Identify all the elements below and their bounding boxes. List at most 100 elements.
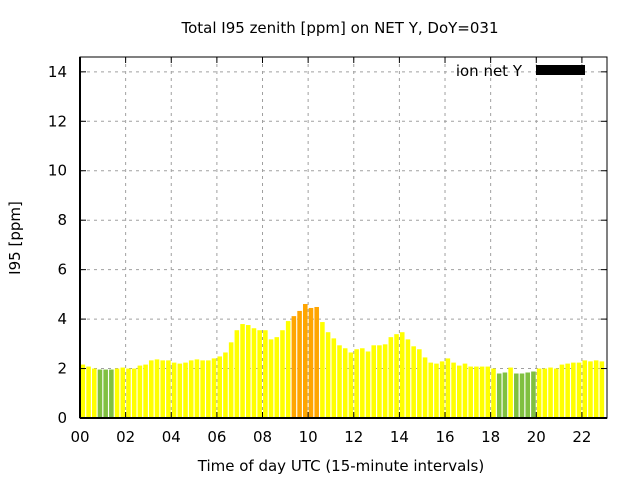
- bar: [183, 362, 188, 418]
- bar: [342, 348, 348, 418]
- bar: [211, 358, 217, 418]
- bar: [565, 363, 570, 418]
- bar: [171, 362, 177, 418]
- bar: [217, 356, 223, 418]
- x-tick-label: 12: [344, 428, 363, 446]
- bar: [553, 368, 559, 418]
- bar: [263, 330, 268, 418]
- bar: [348, 352, 354, 418]
- legend-label: ion net Y: [456, 62, 523, 80]
- bar: [314, 306, 319, 418]
- bar: [114, 368, 120, 418]
- bar: [97, 369, 103, 418]
- y-tick-label: 8: [57, 211, 67, 229]
- bar: [382, 344, 388, 418]
- bar: [291, 316, 297, 418]
- bar: [502, 372, 508, 418]
- bar: [571, 362, 576, 418]
- bar: [514, 373, 519, 418]
- bar: [360, 348, 365, 418]
- legend: ion net Y: [456, 62, 585, 80]
- bar: [297, 310, 302, 418]
- bar: [285, 321, 291, 418]
- bar: [257, 330, 262, 418]
- bar: [143, 364, 148, 418]
- x-tick-label: 18: [481, 428, 500, 446]
- bar: [388, 337, 394, 418]
- bar: [519, 373, 525, 418]
- chart-title: Total I95 zenith [ppm] on NET Y, DoY=031: [180, 19, 498, 37]
- bar: [137, 365, 143, 418]
- bar: [462, 363, 468, 418]
- x-tick-label: 04: [162, 428, 181, 446]
- bar: [599, 361, 605, 418]
- bar: [491, 368, 496, 418]
- bar: [268, 339, 274, 418]
- bar: [228, 342, 234, 418]
- y-axis-label: I95 [ppm]: [6, 201, 24, 275]
- x-tick-label: 14: [390, 428, 409, 446]
- bar: [371, 345, 377, 418]
- bar: [536, 368, 542, 418]
- bar: [496, 373, 502, 418]
- bar: [194, 359, 200, 418]
- bar: [588, 361, 593, 418]
- bar: [531, 371, 536, 418]
- bar: [149, 360, 154, 418]
- bar: [422, 357, 428, 418]
- bar: [405, 339, 411, 418]
- bar: [188, 360, 194, 418]
- bar: [325, 332, 331, 418]
- y-tick-label: 12: [48, 112, 67, 130]
- y-tick-label: 14: [48, 63, 67, 81]
- bar: [86, 366, 91, 418]
- bar: [411, 346, 416, 418]
- x-tick-label: 20: [527, 428, 546, 446]
- y-tick-label: 2: [57, 360, 67, 378]
- x-tick-label: 02: [116, 428, 135, 446]
- bar: [280, 330, 285, 418]
- legend-swatch: [536, 65, 585, 75]
- bar: [548, 367, 553, 418]
- bar: [508, 367, 513, 418]
- bar: [251, 328, 257, 418]
- bar: [245, 325, 251, 418]
- y-tick-label: 0: [57, 409, 67, 427]
- bars: [80, 304, 605, 418]
- bar: [365, 351, 371, 418]
- bar: [160, 360, 165, 418]
- bar: [451, 362, 456, 418]
- y-tick-label: 10: [48, 162, 67, 180]
- bar: [223, 352, 228, 418]
- x-tick-label: 08: [253, 428, 272, 446]
- x-tick-label: 22: [572, 428, 591, 446]
- bar: [439, 361, 445, 418]
- x-tick-label: 10: [299, 428, 318, 446]
- x-tick-label: 06: [207, 428, 226, 446]
- bar: [320, 322, 325, 418]
- bar: [582, 360, 588, 418]
- bar: [399, 332, 405, 418]
- x-tick-label: 16: [435, 428, 454, 446]
- bar: [206, 360, 211, 418]
- bar: [120, 367, 126, 418]
- x-tick-label: 00: [70, 428, 89, 446]
- bar: [274, 337, 280, 418]
- bar: [468, 366, 473, 418]
- bar: [303, 304, 308, 418]
- bar: [445, 358, 451, 418]
- bar: [485, 366, 491, 418]
- bar: [103, 369, 108, 418]
- bar: [308, 307, 314, 418]
- bar: [331, 338, 337, 418]
- bar: [166, 360, 171, 418]
- bar: [109, 369, 114, 418]
- bar: [456, 365, 462, 418]
- bar: [559, 364, 565, 418]
- y-tick-label: 6: [57, 261, 67, 279]
- bar: [354, 349, 359, 418]
- bar: [131, 368, 137, 418]
- bar: [126, 368, 131, 418]
